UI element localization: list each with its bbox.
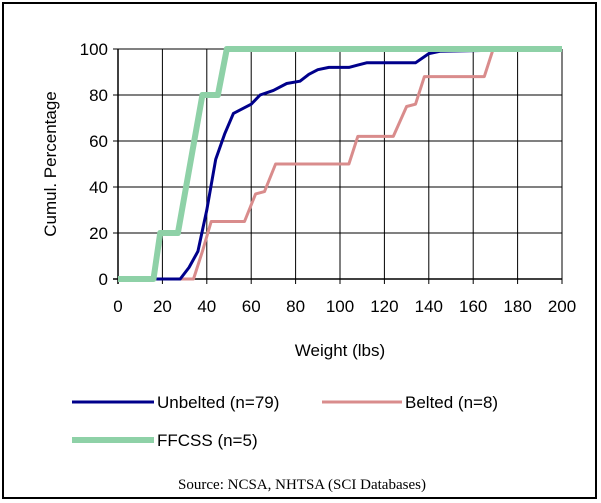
y-tick-label: 80 [89,86,108,105]
source-note: Source: NCSA, NHTSA (SCI Databases) [178,477,426,493]
line-chart: 0 20 40 60 80 100 0 20 40 60 80 100 120 140 160 180 200 W… [41,40,576,493]
legend-label: FFCSS (n=5) [157,431,258,450]
x-axis-title: Weight (lbs) [295,341,385,360]
x-tick-label: 160 [459,297,487,316]
y-tick-label: 100 [80,40,108,59]
x-tick-label: 100 [326,297,354,316]
y-tick-label: 0 [99,270,108,289]
series-line-0 [118,47,563,281]
legend-label: Belted (n=8) [405,393,498,412]
x-tick-label: 20 [153,297,172,316]
x-tick-label: 40 [197,297,216,316]
y-tick-label: 20 [89,224,108,243]
chart-frame: 0 20 40 60 80 100 0 20 40 60 80 100 120 140 160 180 200 W… [2,2,597,499]
series-line-1 [118,47,562,281]
x-tick-label: 60 [242,297,261,316]
x-tick-label: 0 [113,297,122,316]
x-tick-label: 180 [503,297,531,316]
x-tick-label: 120 [370,297,398,316]
x-tick-label: 200 [548,297,576,316]
series-line-2 [118,46,562,282]
y-axis-title: Cumul. Percentage [41,91,60,237]
y-tick-label: 40 [89,178,108,197]
y-tick-label: 60 [89,132,108,151]
x-tick-label: 80 [286,297,305,316]
x-tick-label: 140 [415,297,443,316]
legend-label: Unbelted (n=79) [157,393,279,412]
